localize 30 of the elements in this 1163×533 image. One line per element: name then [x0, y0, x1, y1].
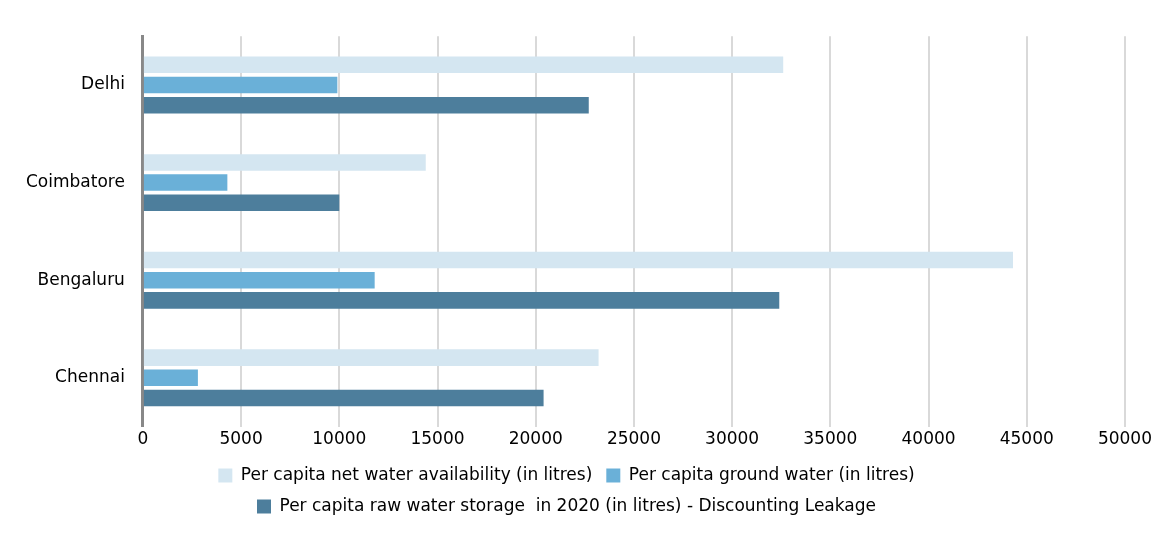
x-tick-label: 40000	[901, 428, 956, 449]
x-tick-label: 0	[137, 428, 149, 449]
x-tick-label: 15000	[410, 428, 465, 449]
bar	[143, 369, 198, 387]
bar	[143, 154, 426, 171]
legend-label: Per capita ground water (in litres)	[628, 463, 915, 484]
x-tick-label: 45000	[999, 428, 1054, 449]
bar	[143, 389, 544, 407]
legend-label: Per capita net water availability (in litres)	[240, 463, 593, 484]
bar	[143, 251, 1014, 269]
legend-label: Per capita raw water storage in 2020 (in litres) - Discounting Leakage	[279, 494, 877, 515]
x-tick-label: 5000	[219, 428, 263, 449]
x-tick-label: 50000	[1097, 428, 1153, 449]
y-tick-label: Coimbatore	[26, 171, 125, 192]
y-tick-label: Delhi	[81, 73, 125, 94]
y-tick-label: Chennai	[55, 366, 125, 387]
bar	[143, 292, 780, 309]
bar	[143, 349, 599, 366]
x-tick-label: 10000	[312, 428, 367, 449]
bar	[143, 56, 784, 74]
x-tick-label: 25000	[606, 428, 661, 449]
x-tick-label: 35000	[803, 428, 858, 449]
x-tick-label: 30000	[705, 428, 760, 449]
y-tick-label: Bengaluru	[37, 268, 125, 289]
x-tick-label: 20000	[508, 428, 563, 449]
bar	[143, 271, 375, 289]
bar	[143, 194, 340, 212]
bar	[143, 96, 589, 114]
bar	[143, 174, 228, 191]
bar	[143, 76, 338, 94]
